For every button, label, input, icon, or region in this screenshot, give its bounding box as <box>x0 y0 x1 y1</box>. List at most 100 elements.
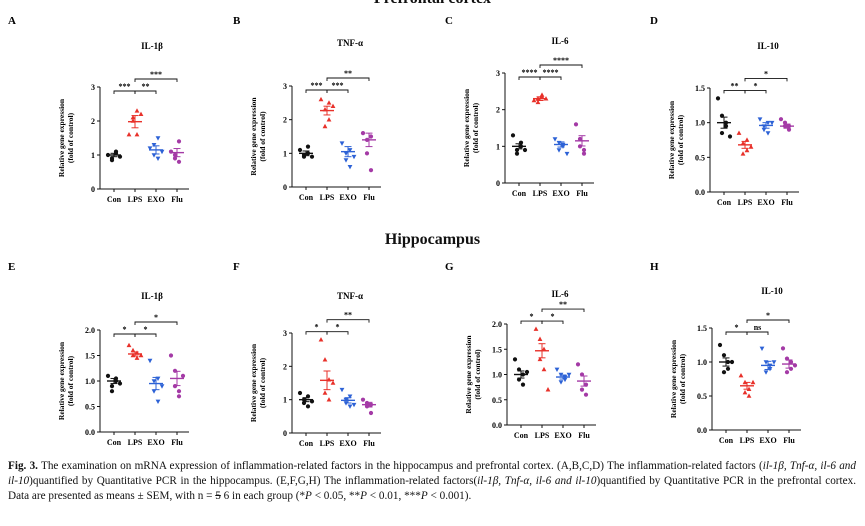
caption-text-2: )quantified by Quantitative PCR in the h… <box>29 475 478 487</box>
y-axis-label-h: Relative gene expression <box>669 339 678 418</box>
y-tick-label-h: 0.5 <box>697 392 707 401</box>
y-tick-label-e: 1.5 <box>85 352 95 361</box>
x-tick-label-f: LPS <box>320 439 335 448</box>
data-point-c-lps <box>531 97 537 103</box>
sig-bracket-e <box>134 333 157 337</box>
caption-text-3: )quantified by Quantitative PCR in the p… <box>8 475 856 502</box>
chart-title-h: IL-10 <box>761 286 783 296</box>
data-point-c-con <box>510 133 516 138</box>
x-tick-label-d: Con <box>717 198 732 207</box>
caption-p-3: P <box>420 490 428 502</box>
data-point-a-flu <box>172 152 178 158</box>
data-point-a-con <box>113 149 119 154</box>
data-point-d-flu <box>778 117 784 122</box>
y-axis-label2-a: (fold of control) <box>66 112 75 163</box>
data-point-e-flu <box>168 353 174 358</box>
data-point-f-exo <box>351 402 357 408</box>
y-tick-label-c: 1 <box>496 142 500 151</box>
data-point-b-lps <box>322 123 328 129</box>
data-point-b-flu <box>364 151 370 156</box>
y-tick-label-d: 1.5 <box>695 84 705 93</box>
y-tick-label-e: 0.0 <box>85 428 95 437</box>
sig-label-e: * <box>154 313 158 322</box>
sig-label-g: ** <box>559 300 567 309</box>
data-point-d-lps <box>736 130 742 135</box>
data-point-c-exo <box>564 151 570 157</box>
sig-bracket-a <box>134 90 157 94</box>
sig-label-h: * <box>766 311 770 320</box>
data-point-a-exo <box>155 156 161 161</box>
x-tick-label-f: Con <box>299 439 314 448</box>
x-tick-label-h: EXO <box>759 436 776 445</box>
data-point-g-exo <box>558 380 564 385</box>
y-axis-label-f: Relative gene expression <box>249 343 258 422</box>
y-tick-label-g: 2.0 <box>492 320 502 329</box>
data-point-a-exo <box>151 143 157 148</box>
data-point-d-exo <box>769 120 775 126</box>
data-point-h-con <box>721 353 727 358</box>
data-point-d-con <box>719 130 725 136</box>
data-point-d-con <box>723 124 729 129</box>
data-point-a-lps <box>126 132 132 137</box>
x-tick-label-h: Flu <box>783 436 795 445</box>
sig-label-c: **** <box>553 56 569 65</box>
panel-label-e: E <box>8 261 15 273</box>
data-point-a-flu <box>176 139 182 144</box>
x-tick-label-e: EXO <box>147 438 164 447</box>
sig-bracket-a <box>134 78 178 82</box>
y-tick-label-h: 1.0 <box>697 358 707 367</box>
sig-label-h: * <box>735 323 739 332</box>
sig-bracket-f <box>326 331 349 335</box>
sig-label-d: * <box>754 81 758 90</box>
data-point-h-con <box>721 370 727 375</box>
caption-genes-1: il-1β, Tnf-α, il-6 and il-10 <box>8 460 856 487</box>
x-tick-label-g: Flu <box>578 431 590 440</box>
data-point-d-con <box>727 134 733 139</box>
data-point-h-exo <box>763 370 769 375</box>
y-tick-label-c: 0 <box>496 179 500 188</box>
y-axis-label-d: Relative gene expression <box>667 100 676 179</box>
y-tick-label-f: 1 <box>283 396 287 405</box>
chart-title-a: IL-1β <box>141 41 163 51</box>
x-tick-label-h: Con <box>719 436 734 445</box>
sig-label-b: ** <box>344 69 352 78</box>
caption-text-5: < 0.05, ** <box>311 490 361 502</box>
y-axis-label2-g: (fold of control) <box>473 349 482 400</box>
data-point-b-lps <box>326 100 332 105</box>
data-point-a-exo <box>155 136 161 141</box>
y-axis-label-e: Relative gene expression <box>57 341 66 420</box>
sig-bracket-b <box>305 89 328 93</box>
sig-label-d: * <box>764 69 768 78</box>
x-tick-label-b: EXO <box>339 193 356 202</box>
y-axis-label-g: Relative gene expression <box>464 335 473 414</box>
data-point-h-lps <box>746 393 752 398</box>
x-tick-label-b: Flu <box>363 193 375 202</box>
data-point-h-lps <box>750 379 756 385</box>
data-point-g-lps <box>545 387 551 392</box>
data-point-e-exo <box>151 389 157 394</box>
panel-label-c: C <box>445 15 453 27</box>
caption-genes-2: il-1β, Tnf-α, il-6 and il-10 <box>477 475 597 487</box>
data-point-b-exo <box>343 151 349 156</box>
data-point-c-flu <box>581 147 587 153</box>
data-point-d-lps <box>748 144 754 149</box>
data-point-g-exo <box>554 367 560 373</box>
data-point-h-exo <box>771 360 777 365</box>
y-tick-label-c: 3 <box>496 69 500 78</box>
y-axis-label-b: Relative gene expression <box>249 97 258 176</box>
data-point-e-flu <box>172 384 178 389</box>
x-tick-label-g: EXO <box>554 431 571 440</box>
data-point-c-con <box>522 147 528 153</box>
y-axis-label2-d: (fold of control) <box>676 114 685 165</box>
data-point-g-con <box>520 382 526 387</box>
panel-label-d: D <box>650 15 658 27</box>
x-tick-label-a: Flu <box>171 195 183 204</box>
sig-bracket-b <box>326 77 370 81</box>
data-point-d-lps <box>744 137 750 142</box>
data-point-f-lps <box>322 357 328 362</box>
data-point-c-con <box>514 151 520 156</box>
x-tick-label-g: LPS <box>535 431 550 440</box>
sig-bracket-a <box>113 90 136 94</box>
data-point-e-lps <box>134 355 140 360</box>
panel-label-h: H <box>650 261 659 273</box>
